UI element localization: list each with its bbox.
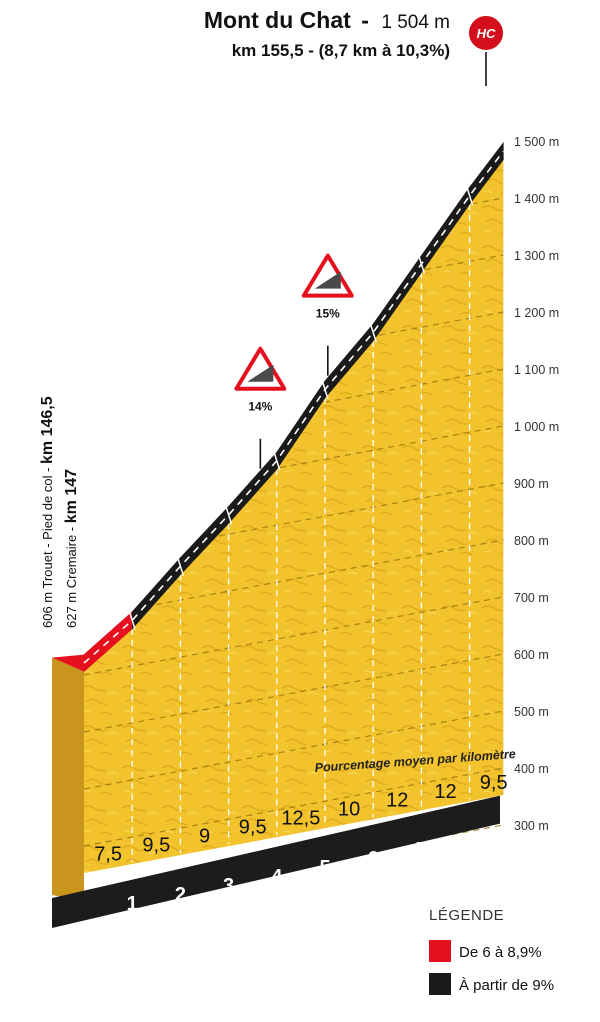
hc-badge-label: HC [477,26,496,41]
grid-line-1000 [279,425,504,469]
warning-label-1: 14% [248,400,272,414]
steep-gradient-warning-icon [301,253,354,298]
road-centerline [83,150,504,664]
km-label-1: 1 [127,893,138,915]
y-tick-700: 700 m [514,591,549,605]
road-km-tick-1 [128,610,136,631]
climb-name: Mont du Chat [204,7,351,33]
start-label-line1-km: km 146,5 [39,396,56,464]
terrain-side-face [52,657,84,901]
steep-gradient-warning-icon [234,346,287,391]
elevation-axis: 300 m 400 m 500 m 600 m 700 m 800 m 900 m 1 000… [514,135,559,833]
y-tick-600: 600 m [514,648,549,662]
road-km-tick-7 [417,254,426,274]
km-label-7: 7 [416,839,427,861]
climb-subtitle: km 155,5 - (8,7 km à 10,3%) [232,41,450,60]
warning-label-2: 15% [316,307,340,321]
km-band: 1 2 3 4 5 6 7 8 [52,795,500,928]
km-grid [131,204,471,863]
grid-line-800 [155,539,504,606]
terrain [52,159,504,901]
steep-warning-1: 14% [234,346,287,469]
road-start-face [52,654,84,672]
summit-elevation: 1 504 m [381,12,450,33]
km-label-5: 5 [319,857,330,879]
start-label-line2-km: km 147 [63,469,80,523]
km-label-4: 4 [271,866,283,888]
legend-swatch-black [429,973,451,995]
y-tick-1000: 1 000 m [514,420,559,434]
grid-line-600 [83,653,504,733]
legend-label-red: De 6 à 8,9% [459,944,542,961]
road-km-tick-5 [321,379,329,400]
y-tick-800: 800 m [514,534,549,548]
y-tick-900: 900 m [514,477,549,491]
gradient-label-km-6: 10 [338,799,360,821]
km-label-8: 8 [464,830,475,852]
climb-title: Mont du Chat - 1 504 m [204,7,450,33]
gradient-label-km-5: 12,5 [281,808,320,830]
road-km-tick-3 [224,505,233,525]
steep-warnings: 14% 15% [234,253,354,469]
grid-line-400 [83,767,504,847]
grid-line-1300 [424,254,504,271]
grid-line-1100 [323,368,504,403]
gradient-label-km-2: 9,5 [142,835,170,857]
gradient-label-km-3: 9 [199,826,210,848]
road-profile [52,141,504,673]
start-labels: 606 m Trouet - Pied de col - km 146,5 62… [39,396,80,628]
km-band-base [52,795,500,928]
y-tick-500: 500 m [514,705,549,719]
y-tick-300: 300 m [514,819,549,833]
gradient-labels: 7,5 9,5 9 9,5 12,5 10 12 12 9,5 [94,772,507,866]
legend-swatch-red [429,940,451,962]
y-tick-1500: 1 500 m [514,135,559,149]
start-label-line2-plain: 627 m Cremaire - [64,523,79,628]
km-label-3: 3 [223,875,234,897]
road-km-tick-8 [465,185,474,206]
y-tick-400: 400 m [514,762,549,776]
title-dash: - [361,7,369,33]
road-km-tick-2 [176,556,185,576]
hc-category-icon [467,14,505,52]
grid-line-700 [83,596,504,676]
legend: LÉGENDE De 6 à 8,9% À partir de 9% [429,907,554,995]
road-km-tick-6 [369,322,377,343]
y-tick-1100: 1 100 m [514,363,559,377]
gradient-label-km-1: 7,5 [94,844,122,866]
grid-line-900 [218,482,504,537]
gradient-ramp-icon [247,364,274,382]
gradient-label-km-7: 12 [386,790,408,812]
gradient-label-km-8: 12 [434,781,456,803]
road-segment-km-9 [469,141,504,206]
legend-label-black: À partir de 9% [459,977,554,994]
start-label-line1: 606 m Trouet - Pied de col - km 146,5 [39,396,56,628]
km-label-6: 6 [368,848,379,870]
start-label-line2: 627 m Cremaire - km 147 [63,469,80,628]
gradient-label-km-9: 9,5 [480,772,508,794]
y-tick-1200: 1 200 m [514,306,559,320]
grid-line-1400 [471,197,504,205]
gradient-ramp-icon [314,271,341,289]
y-tick-1300: 1 300 m [514,249,559,263]
y-tick-1400: 1 400 m [514,192,559,206]
terrain-front-face [84,159,504,874]
road-km-tick-4 [273,451,281,471]
km-label-2: 2 [175,884,186,906]
gradient-label-km-4: 9,5 [239,817,267,839]
climb-header: Mont du Chat - 1 504 m km 155,5 - (8,7 k… [204,7,450,60]
summit-marker: HC [467,14,505,86]
legend-title: LÉGENDE [429,907,504,924]
grid-line-500 [83,710,504,790]
start-label-line1-plain: 606 m Trouet - Pied de col - [40,464,55,628]
steep-warning-2: 15% [301,253,354,376]
